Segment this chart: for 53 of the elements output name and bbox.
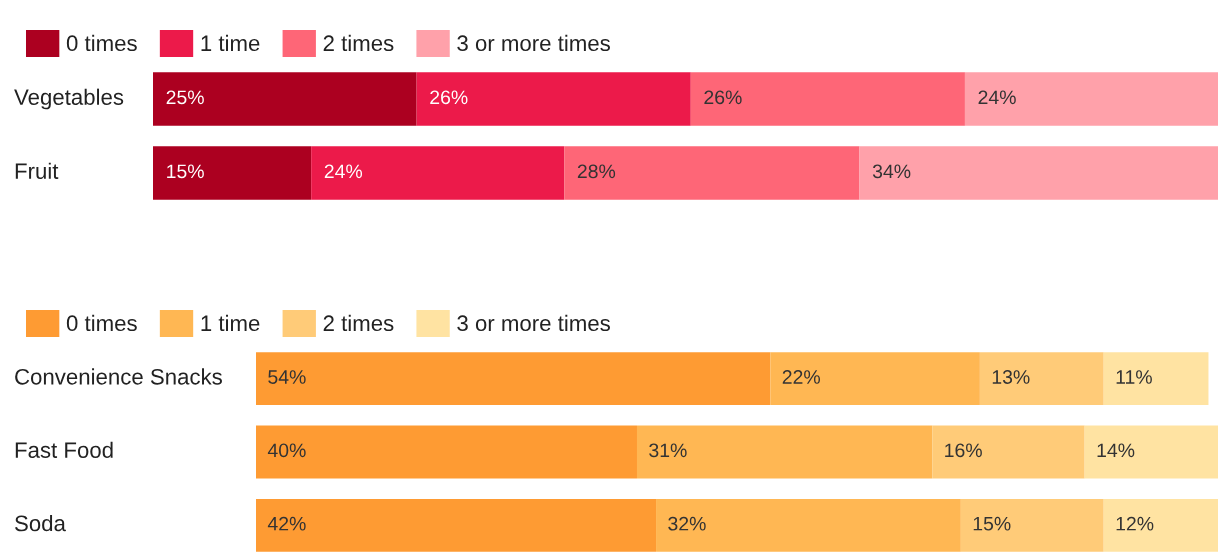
data-label: 28% bbox=[577, 164, 616, 179]
y-tick-label: Vegetables bbox=[14, 88, 124, 110]
y-tick-label: Convenience Snacks bbox=[15, 368, 222, 385]
legend-label: 1 time bbox=[201, 34, 260, 52]
data-label: 32% bbox=[668, 516, 706, 531]
data-label: 16% bbox=[945, 443, 982, 458]
data-label: 25% bbox=[166, 90, 204, 105]
data-label: 24% bbox=[324, 164, 363, 179]
bar bbox=[690, 72, 965, 126]
bar bbox=[960, 498, 1104, 552]
data-label: 22% bbox=[782, 370, 820, 384]
bar bbox=[153, 146, 312, 200]
data-label: 14% bbox=[1097, 443, 1135, 458]
legend-label: 2 times bbox=[323, 314, 394, 332]
data-label: 34% bbox=[872, 164, 911, 179]
bar bbox=[636, 425, 933, 479]
legend-label: 3 or more times bbox=[457, 314, 610, 332]
bar bbox=[964, 72, 1218, 126]
data-label: 26% bbox=[704, 90, 742, 105]
data-label: 12% bbox=[1116, 516, 1154, 531]
bar bbox=[256, 352, 771, 406]
data-label: 54% bbox=[268, 370, 306, 384]
bar bbox=[656, 498, 961, 552]
y-tick-label: Soda bbox=[15, 514, 66, 532]
legend-label: 0 times bbox=[66, 314, 137, 332]
bar bbox=[256, 498, 657, 552]
data-label: 11% bbox=[1116, 370, 1152, 384]
data-label: 26% bbox=[430, 90, 468, 105]
bar bbox=[256, 425, 637, 479]
data-label: 40% bbox=[267, 443, 306, 458]
data-label: 24% bbox=[978, 90, 1016, 105]
y-tick-label: Fruit bbox=[15, 162, 59, 179]
legend-label: 1 time bbox=[201, 314, 260, 332]
bar bbox=[1103, 352, 1209, 406]
y-tick-label: Fast Food bbox=[15, 441, 113, 458]
bar bbox=[770, 352, 980, 406]
data-label: 13% bbox=[992, 370, 1030, 384]
data-label: 15% bbox=[167, 164, 204, 179]
data-label: 31% bbox=[649, 443, 687, 458]
bar bbox=[979, 352, 1104, 406]
bar bbox=[1084, 425, 1218, 479]
bar bbox=[1103, 498, 1218, 552]
bar bbox=[564, 146, 860, 200]
data-label: 42% bbox=[267, 516, 306, 531]
bar bbox=[932, 425, 1085, 479]
data-label: 15% bbox=[973, 516, 1011, 531]
bar bbox=[153, 72, 417, 126]
legend-label: 3 or more times bbox=[457, 34, 610, 52]
legend-label: 0 times bbox=[66, 34, 137, 52]
bar bbox=[859, 146, 1218, 200]
bar bbox=[416, 72, 691, 126]
bar bbox=[311, 146, 565, 200]
legend-label: 2 times bbox=[323, 34, 394, 52]
